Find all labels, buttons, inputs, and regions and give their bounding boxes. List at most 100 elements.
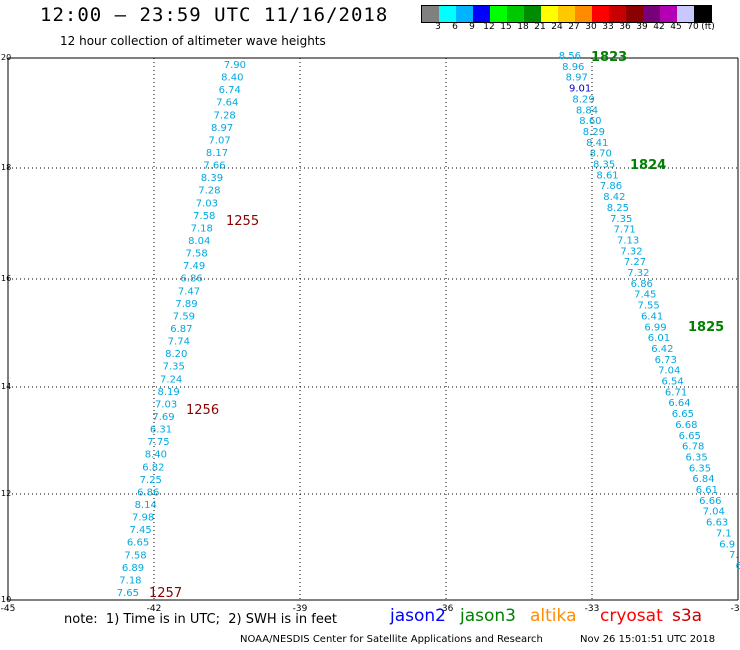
legend-tick-label: 39 [636,22,648,32]
swh-value-label: 6.68 [675,420,697,431]
legend-tick-label: 36 [619,22,631,32]
swh-value-label: 7. [729,550,739,561]
legend-swatch [507,6,524,22]
swh-value-label: 8.97 [566,73,588,84]
swh-value-label: 7.27 [624,257,646,268]
latitude-tick-label: 10 [1,595,11,604]
legend-tick-label: 24 [551,22,563,32]
latitude-tick-label: 12 [1,489,11,498]
satellite-jason3-label: jason3 [460,606,516,626]
swh-value-label: 7.71 [614,225,636,236]
latitude-tick-label: 20 [1,53,11,62]
swh-value-label: 7.74 [168,337,190,348]
swh-value-label: 8.40 [221,73,243,84]
generation-timestamp: Nov 26 15:01:51 UTC 2018 [580,634,716,645]
swh-value-label: 8.25 [607,203,629,214]
satellite-altika-label: altika [530,606,577,626]
swh-value-label: 7.32 [620,246,642,257]
swh-value-label: 7.35 [610,214,632,225]
swh-value-label: 7.86 [600,181,622,192]
longitude-tick-label: -45 [1,604,16,614]
latitude-tick-label: 14 [1,382,11,391]
swh-value-label: 8.17 [206,148,228,159]
longitude-tick-label: -30 [731,604,740,614]
swh-value-label: 6.89 [122,563,144,574]
swh-value-label: 7.45 [129,525,151,536]
swh-value-label: 7.18 [191,223,213,234]
swh-value-label: 6.41 [641,311,663,322]
swh-value-label: 6.35 [685,452,707,463]
swh-value-label: 7.89 [175,299,197,310]
longitude-tick-label: -36 [439,604,454,614]
latitude-tick-label: 16 [1,274,11,283]
track-time-label: 1825 [688,320,724,335]
legend-swatch [609,6,626,22]
axis-tick-labels: -45 -42 -39 -36 -33 -30 20 18 16 14 12 10 [1,53,740,614]
swh-value-label: 6.01 [648,333,670,344]
swh-value-label: 7.58 [193,211,215,222]
legend-swatch [439,6,456,22]
satellite-cryosat-label: cryosat [600,606,663,626]
legend-swatch [694,6,711,22]
legend-swatch [626,6,643,22]
page-title: 12:00 — 23:59 UTC 11/16/2018 [40,4,389,26]
swh-value-label: 7.25 [140,475,162,486]
legend-swatch [456,6,473,22]
longitude-tick-label: -33 [585,604,600,614]
units-note: note: 1) Time is in UTC; 2) SWH is in fe… [64,612,337,627]
swh-value-label: 7.18 [119,575,141,586]
page-subtitle: 12 hour collection of altimeter wave hei… [60,34,326,48]
legend-tick-label: 18 [517,22,529,32]
swh-value-label: 7.35 [163,362,185,373]
legend-tick-label: 70 [687,22,699,32]
satellite-s3a-label: s3a [672,606,703,626]
swh-value-label: 7.04 [703,507,725,518]
swh-value-label: 7.75 [147,437,169,448]
legend-swatch [643,6,660,22]
color-legend [421,5,712,23]
swh-value-label: 6.63 [706,518,728,529]
legend-swatch [490,6,507,22]
track-time-label: 1257 [149,586,182,601]
swh-value-label: 8.19 [157,387,179,398]
swh-value-label: 6.65 [127,538,149,549]
swh-value-label: 7.69 [152,412,174,423]
legend-tick-label: 3 [435,22,441,32]
swh-value-label: 8.60 [579,116,601,127]
swh-value-label: 6.64 [668,398,690,409]
legend-swatch [524,6,541,22]
satellite-jason2-label: jason2 [390,606,446,626]
swh-value-label: 7.98 [132,513,154,524]
track-time-label: 1256 [186,403,219,418]
swh-value-label: 6.86 [180,274,202,285]
swh-value-label: 7.55 [638,301,660,312]
legend-tick-label: 42 [653,22,665,32]
legend-tick-label: 45 [670,22,682,32]
swh-value-label: 6.66 [699,496,721,507]
track-time-label: 1823 [591,50,627,65]
swh-value-label: 7.07 [208,135,230,146]
legend-tick-label: (ft) [701,22,715,32]
swh-value-label: 8.96 [562,62,584,73]
legend-tick-label: 30 [585,22,597,32]
swh-value-label: 8.29 [583,127,605,138]
swh-value-label: 6.35 [689,463,711,474]
swh-value-label: 9.01 [569,84,591,95]
legend-swatch [558,6,575,22]
swh-value-label: 7.04 [658,366,680,377]
legend-tick-label: 21 [534,22,546,32]
legend-tick-label: 9 [469,22,475,32]
legend-swatch [575,6,592,22]
swh-value-label: 7.47 [178,286,200,297]
swh-value-label: 6.65 [672,409,694,420]
swh-value-label: 7.45 [634,290,656,301]
legend-tick-label: 15 [500,22,512,32]
swh-value-label: 8.70 [590,149,612,160]
swh-value-label: 7.90 [224,60,246,71]
swh-value-label: 7.13 [617,235,639,246]
swh-value-label: 6.54 [662,377,684,388]
swh-value-label: 6.73 [655,355,677,366]
swh-value-label: 8.56 [559,51,581,62]
swh-value-label: 6.71 [665,387,687,398]
legend-tick-label: 6 [452,22,458,32]
